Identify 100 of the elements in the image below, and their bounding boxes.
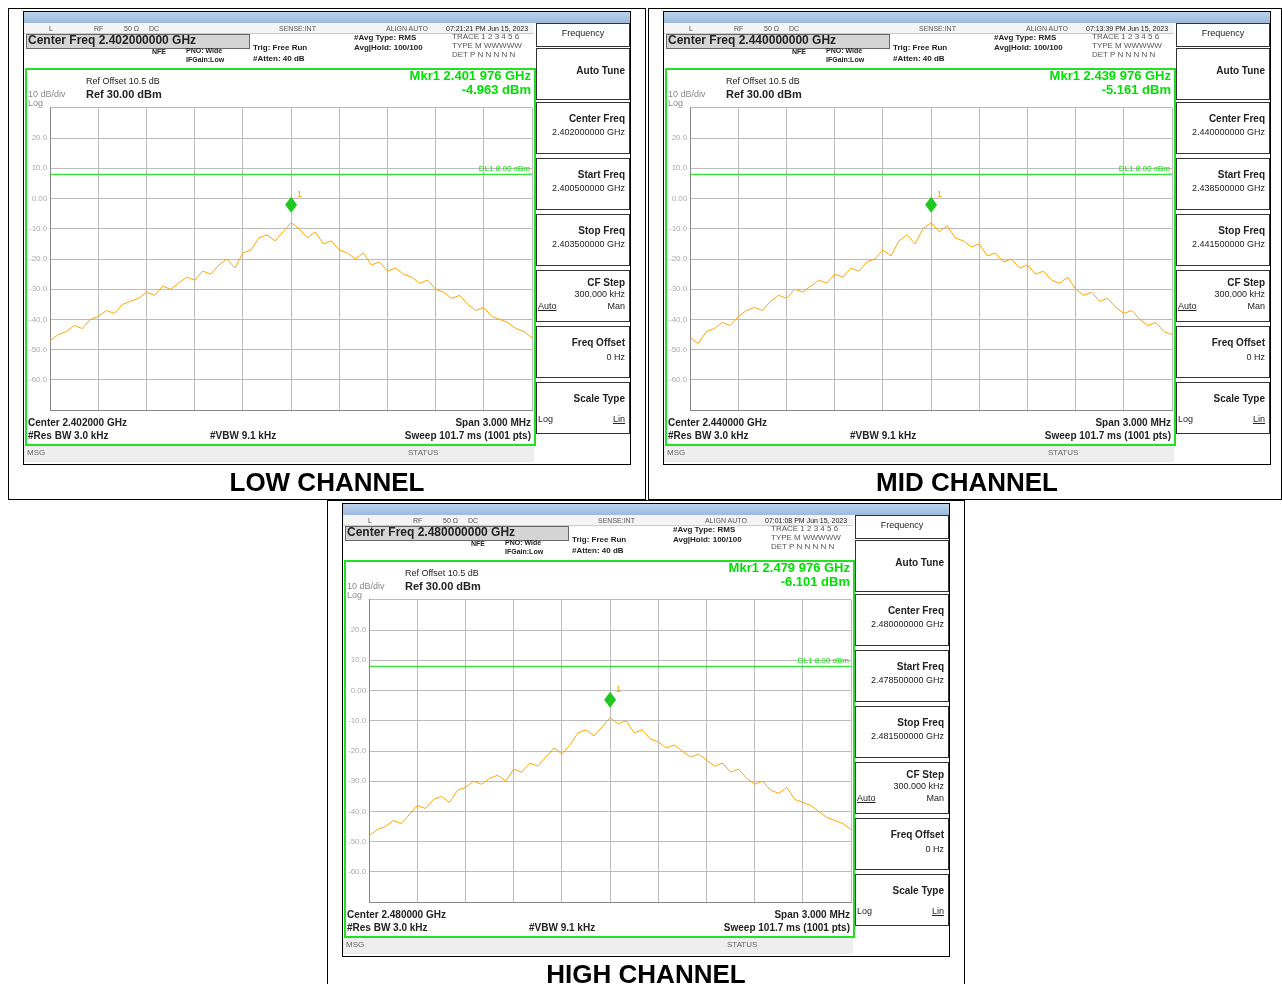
text: Span 3.000 MHz bbox=[774, 909, 850, 920]
text: MSG bbox=[27, 448, 46, 458]
text: Scale Type bbox=[892, 885, 944, 896]
text: STATUS bbox=[727, 940, 758, 950]
text: Log bbox=[1178, 414, 1194, 425]
text: Center Freq 2.402000000 GHz bbox=[28, 33, 197, 48]
text: DET P N N N N N bbox=[1092, 50, 1156, 60]
text: Start Freq bbox=[577, 169, 625, 180]
text: Mkr1 2.401 976 GHz bbox=[409, 68, 531, 84]
text: Sweep 101.7 ms (1001 pts) bbox=[723, 922, 850, 933]
text: Lin bbox=[612, 414, 625, 425]
text: Log bbox=[668, 98, 684, 109]
y-tick-label: -20.0 bbox=[29, 254, 48, 264]
text: 2.480000000 GHz bbox=[870, 619, 944, 630]
text: TRACE 1 2 3 4 5 6 bbox=[452, 32, 520, 42]
text: 10 dB/div bbox=[668, 89, 706, 100]
text: Freq Offset bbox=[571, 337, 625, 348]
text: 2.438500000 GHz bbox=[1191, 183, 1265, 194]
text: Log bbox=[28, 98, 44, 109]
text: 10 dB/div bbox=[28, 89, 66, 100]
text: 2.478500000 GHz bbox=[870, 675, 944, 686]
text: TYPE M WWWWW bbox=[452, 41, 522, 51]
text: #VBW 9.1 kHz bbox=[210, 430, 277, 441]
text: 2.441500000 GHz bbox=[1191, 239, 1265, 250]
text: #Avg Type: RMS bbox=[994, 33, 1057, 43]
ref-line-label: DL1 8.00 dBm bbox=[478, 164, 531, 174]
y-tick-label: -10.0 bbox=[348, 715, 367, 725]
text: #Res BW 3.0 kHz bbox=[668, 430, 749, 441]
text: Auto Tune bbox=[1216, 65, 1265, 76]
text: DET P N N N N N bbox=[452, 50, 516, 60]
text: Center 2.480000 GHz bbox=[347, 909, 446, 920]
text: CF Step bbox=[1227, 277, 1265, 288]
text: #Atten: 40 dB bbox=[893, 54, 945, 64]
text: 10 dB/div bbox=[347, 581, 385, 592]
text: #Res BW 3.0 kHz bbox=[347, 922, 428, 933]
y-tick-label: -60.0 bbox=[29, 375, 48, 385]
text: Center Freq bbox=[887, 605, 944, 616]
text: -5.161 dBm bbox=[1101, 82, 1171, 98]
text: Mkr1 2.439 976 GHz bbox=[1049, 68, 1171, 84]
text: 0 Hz bbox=[925, 844, 944, 855]
y-tick-label: 0.00 bbox=[671, 193, 688, 203]
text: Ref Offset 10.5 dB bbox=[405, 568, 479, 579]
y-tick-label: 0.00 bbox=[350, 685, 367, 695]
text: Sweep 101.7 ms (1001 pts) bbox=[404, 430, 531, 441]
text: MSG bbox=[667, 448, 686, 458]
text: -6.101 dBm bbox=[780, 574, 850, 590]
annotation: 1 bbox=[616, 683, 622, 694]
text: STATUS bbox=[1048, 448, 1079, 458]
text: Mkr1 2.479 976 GHz bbox=[728, 560, 850, 576]
text: Avg|Hold: 100/100 bbox=[673, 535, 742, 545]
text: Freq Offset bbox=[890, 829, 944, 840]
text: Auto Tune bbox=[576, 65, 625, 76]
y-tick-label: -10.0 bbox=[669, 223, 688, 233]
text: Ref Offset 10.5 dB bbox=[726, 76, 800, 87]
text: Auto bbox=[857, 793, 876, 804]
y-tick-label: -10.0 bbox=[29, 223, 48, 233]
text: Stop Freq bbox=[578, 225, 625, 236]
annotation: 1 bbox=[937, 188, 943, 199]
text: Man bbox=[1247, 301, 1265, 312]
text: 300.000 kHz bbox=[893, 781, 944, 792]
text: Center Freq 2.440000000 GHz bbox=[668, 33, 837, 48]
text: Start Freq bbox=[1217, 169, 1265, 180]
y-tick-label: -50.0 bbox=[29, 344, 48, 354]
text: Center Freq bbox=[568, 113, 625, 124]
text: 0 Hz bbox=[1246, 352, 1265, 363]
y-tick-label: -20.0 bbox=[348, 746, 367, 756]
text: Center Freq 2.480000000 GHz bbox=[347, 525, 516, 540]
text: Log bbox=[347, 590, 363, 601]
text: Span 3.000 MHz bbox=[1095, 417, 1171, 428]
y-tick-label: -40.0 bbox=[29, 314, 48, 324]
y-tick-label: 10.0 bbox=[31, 163, 48, 173]
text: CF Step bbox=[587, 277, 625, 288]
annotation: 1 bbox=[297, 188, 303, 199]
text: MID CHANNEL bbox=[875, 467, 1059, 498]
text: Ref 30.00 dBm bbox=[86, 88, 162, 101]
text: Center 2.440000 GHz bbox=[668, 417, 767, 428]
text: 0 Hz bbox=[606, 352, 625, 363]
y-tick-label: -40.0 bbox=[669, 314, 688, 324]
text: #Avg Type: RMS bbox=[673, 525, 736, 535]
y-tick-label: 20.0 bbox=[31, 133, 48, 143]
y-tick-label: 20.0 bbox=[671, 133, 688, 143]
text: Log bbox=[538, 414, 554, 425]
text: Man bbox=[926, 793, 944, 804]
text: Auto bbox=[1178, 301, 1197, 312]
y-tick-label: -60.0 bbox=[348, 867, 367, 877]
text: Ref 30.00 dBm bbox=[726, 88, 802, 101]
text: TYPE M WWWWW bbox=[1092, 41, 1162, 51]
text: Center 2.402000 GHz bbox=[28, 417, 127, 428]
y-tick-label: -30.0 bbox=[29, 284, 48, 294]
text: Span 3.000 MHz bbox=[455, 417, 531, 428]
text: Scale Type bbox=[573, 393, 625, 404]
text: Start Freq bbox=[896, 661, 944, 672]
text: -4.963 dBm bbox=[461, 82, 531, 98]
text: 300.000 kHz bbox=[574, 289, 625, 300]
text: Center Freq bbox=[1208, 113, 1265, 124]
ref-line-label: DL1 8.00 dBm bbox=[1118, 164, 1171, 174]
text: Frequency bbox=[880, 520, 924, 531]
text: #Res BW 3.0 kHz bbox=[28, 430, 109, 441]
text: LOW CHANNEL bbox=[228, 467, 426, 498]
y-tick-label: -30.0 bbox=[669, 284, 688, 294]
